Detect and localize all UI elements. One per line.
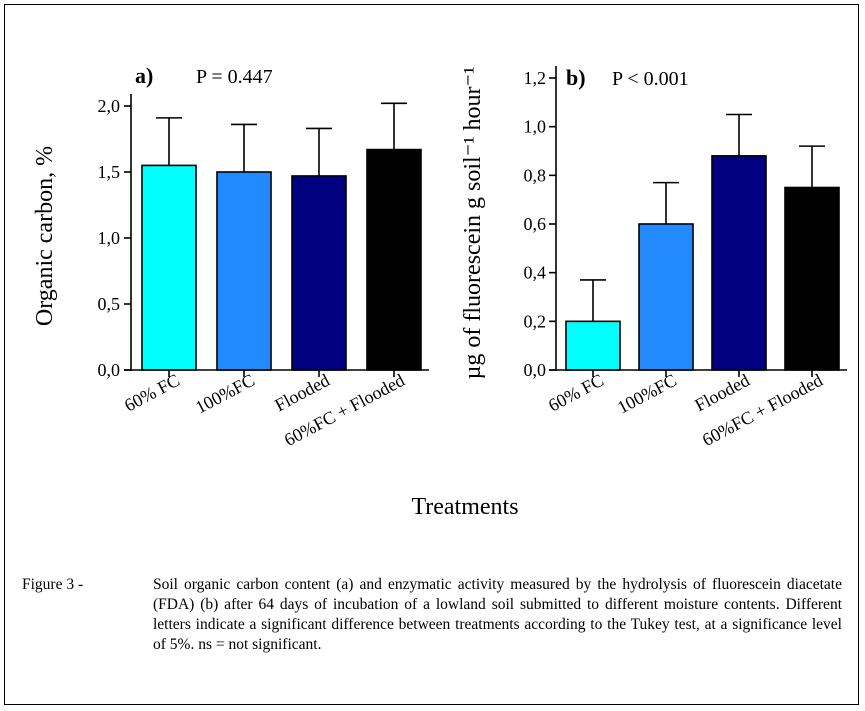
panel-b-y-tick-label: 0,0: [524, 360, 547, 380]
figure-caption: Figure 3 - Soil organic carbon content (…: [22, 575, 842, 655]
caption-text: Soil organic carbon content (a) and enzy…: [153, 576, 842, 653]
panel-a-y-tick-label: 1,0: [98, 228, 121, 248]
panel-a-y-axis-label: Organic carbon, %: [32, 146, 58, 326]
panel-a-y-tick-label: 0,0: [98, 360, 121, 380]
panel-b-p-value: P < 0.001: [612, 68, 689, 90]
panel-b-bar: [784, 186, 840, 371]
panel-a-x-tick-label: 60% FC: [121, 370, 183, 416]
shared-x-axis-label: Treatments: [411, 494, 518, 520]
panel-b-x-tick-label: 100%FC: [614, 370, 680, 418]
panel-a-y-tick-label: 2,0: [98, 96, 121, 116]
panel-b-y-tick-label: 1,0: [524, 117, 547, 137]
panel-b-y-tick-label: 0,6: [524, 214, 547, 234]
panel-b-x-tick-label: 60% FC: [545, 370, 607, 416]
panel-b-label: b): [566, 65, 586, 90]
caption-label: Figure 3 -: [22, 576, 84, 593]
panel-b-x-tick-label: 60%FC + Flooded: [699, 370, 826, 450]
panel-b-bar: [638, 223, 694, 371]
panel-a-y-tick-label: 1,5: [98, 162, 121, 182]
panel-a-bar: [366, 148, 422, 371]
panel-a-y-tick-label: 0,5: [98, 294, 121, 314]
panel-b-y-tick-label: 0,8: [524, 165, 547, 185]
panel-a-x-tick-label: 100%FC: [192, 370, 258, 418]
panel-b-y-tick-label: 0,2: [524, 311, 547, 331]
panel-a-label: a): [135, 63, 153, 88]
panel-a-p-value: P = 0.447: [196, 66, 273, 88]
panel-a-x-tick-label: Flooded: [271, 370, 332, 415]
panel-a-bar: [291, 175, 347, 371]
panel-a-bar: [141, 164, 197, 371]
panel-b-y-tick-label: 1,2: [524, 68, 547, 88]
panel-b-bar: [565, 320, 621, 371]
panel-b-y-axis-label: µg of fluorescein g soil⁻¹ hour⁻¹: [460, 67, 486, 380]
panel-a-bar: [216, 171, 272, 371]
panel-b-bar: [711, 155, 767, 371]
panel-b-y-tick-label: 0,4: [524, 263, 547, 283]
